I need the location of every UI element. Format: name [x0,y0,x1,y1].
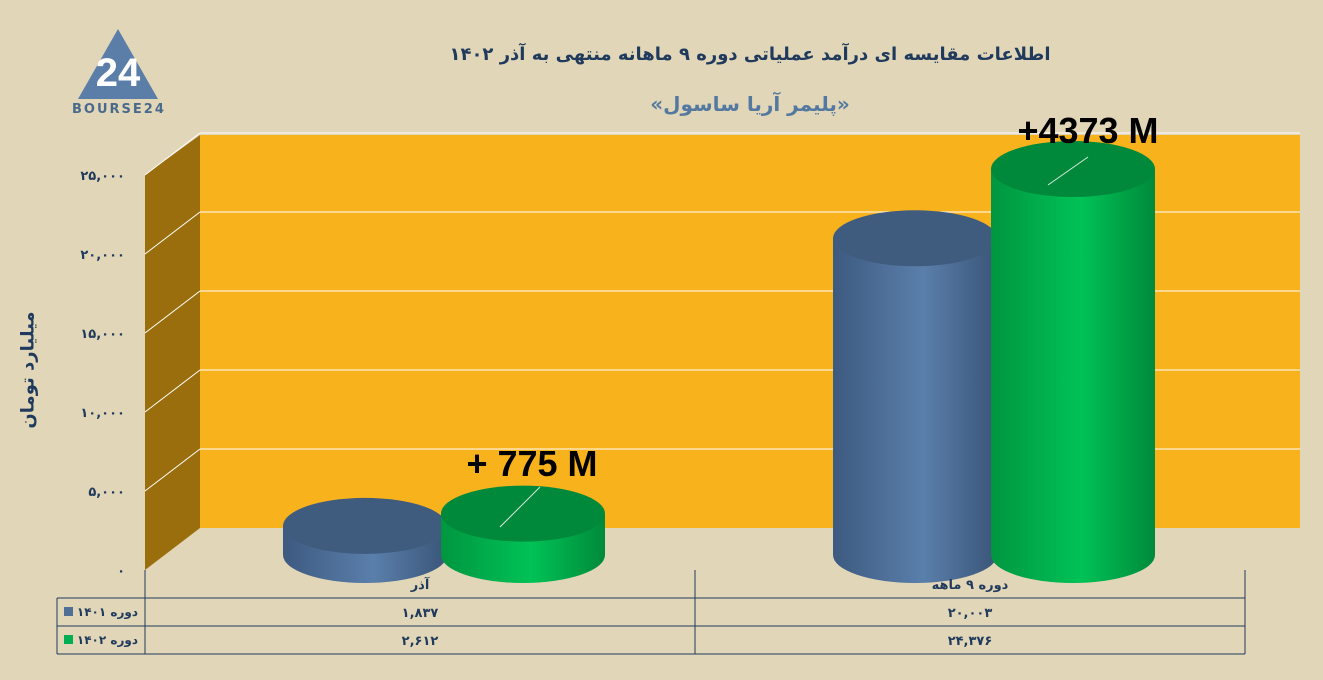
data-table-value: ۲,۶۱۲ [402,634,439,649]
legend-label: دوره ۱۴۰۲ [77,633,138,648]
x-tick-label: دوره ۹ ماهه [932,578,1009,593]
gridline-side [144,211,201,255]
bar [833,210,997,583]
y-tick-label: ۲۵,۰۰۰ [80,169,125,184]
y-tick-label: ۲۰,۰۰۰ [80,248,125,263]
y-tick-label: ۵,۰۰۰ [88,485,125,500]
annotation-leader [499,486,541,528]
legend-swatch [64,635,73,644]
logo-mark: 24 [96,51,141,95]
bar [991,141,1155,583]
plot-side-wall [145,135,200,570]
x-tick-label: آذر [410,576,430,593]
y-tick-label: ۰ [117,564,125,579]
chart-title: اطلاعات مقایسه ای درآمد عملیاتی دوره ۹ م… [449,44,1051,65]
data-table-value: ۱,۸۳۷ [402,606,439,621]
legend-swatch [64,607,73,616]
chart-subtitle: «پلیمر آریا ساسول» [650,92,850,116]
annotation-label: + 775 M [466,443,597,484]
bar-top [991,141,1155,198]
annotation-leader [1047,156,1089,186]
bar-top [441,485,605,542]
gridline-side [144,369,201,413]
data-table-value: ۲۰,۰۰۳ [948,606,993,621]
bourse24-logo: 24 [78,29,158,99]
gridline-side [144,132,201,176]
data-table-value: ۲۴,۳۷۶ [948,634,993,649]
gridline-side [144,290,201,334]
gridline-side [144,448,201,492]
bar-top [833,210,997,267]
bar [283,497,447,583]
y-tick-label: ۱۵,۰۰۰ [80,327,125,342]
legend-label: دوره ۱۴۰۱ [77,605,138,620]
bar-top [283,497,447,554]
logo-text: BOURSE24 [72,102,166,117]
bar-body [833,238,997,583]
bar [441,485,605,583]
y-tick-label: ۱۰,۰۰۰ [80,406,125,421]
annotation-label: +4373 M [1017,110,1158,151]
bar-body [991,169,1155,583]
